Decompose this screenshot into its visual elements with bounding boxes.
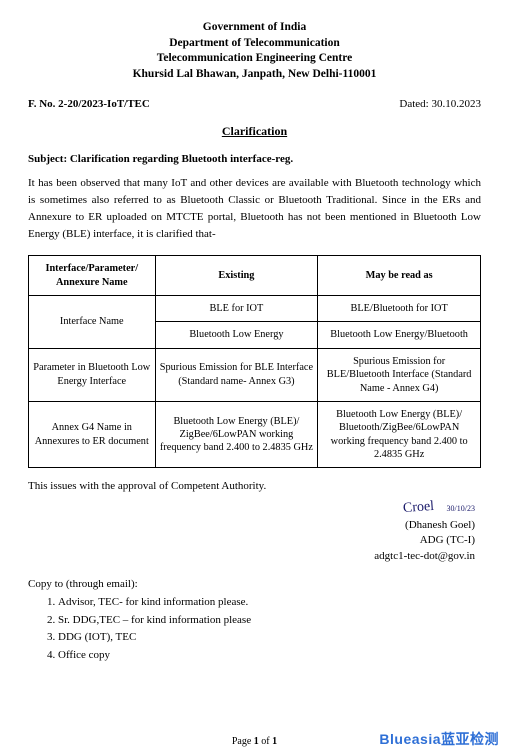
copy-item: Advisor, TEC- for kind information pleas… (58, 594, 481, 612)
signatory-designation: ADG (TC-I) (28, 533, 475, 548)
table-cell: Spurious Emission for BLE Interface (Sta… (155, 348, 318, 401)
subject-text: : Clarification regarding Bluetooth inte… (63, 153, 293, 165)
signatory-name: (Dhanesh Goel) (28, 518, 475, 533)
header-centre: Telecommunication Engineering Centre (28, 51, 481, 67)
file-number: F. No. 2-20/2023-IoT/TEC (28, 98, 150, 110)
body-paragraph: It has been observed that many IoT and o… (28, 175, 481, 243)
table-cell: Interface Name (29, 296, 156, 349)
table-cell: Bluetooth Low Energy (BLE)/ ZigBee/6LowP… (155, 401, 318, 468)
table-cell: BLE for IOT (155, 296, 318, 322)
copy-item: Sr. DDG,TEC – for kind information pleas… (58, 612, 481, 630)
copy-to-label: Copy to (through email): (28, 578, 481, 590)
header-dept: Department of Telecommunication (28, 36, 481, 52)
clarification-heading: Clarification (28, 124, 481, 139)
table-cell: Bluetooth Low Energy/Bluetooth (318, 322, 481, 348)
clarification-table: Interface/Parameter/ Annexure Name Exist… (28, 255, 481, 468)
table-cell: BLE/Bluetooth for IOT (318, 296, 481, 322)
table-cell: Spurious Emission for BLE/Bluetooth Inte… (318, 348, 481, 401)
signature-script: Croel (403, 497, 435, 519)
subject-label: Subject (28, 153, 63, 165)
copy-item: DDG (IOT), TEC (58, 629, 481, 647)
page-footer: Page 1 of 1 (232, 736, 277, 747)
copy-list: Advisor, TEC- for kind information pleas… (58, 594, 481, 664)
dated: Dated: 30.10.2023 (399, 98, 481, 110)
copy-item: Office copy (58, 647, 481, 665)
approval-line: This issues with the approval of Compete… (28, 480, 481, 492)
signatory-email: adgtc1-tec-dot@gov.in (28, 549, 475, 564)
table-cell: Bluetooth Low Energy (155, 322, 318, 348)
header-gov: Government of India (28, 20, 481, 36)
table-header: Existing (155, 256, 318, 296)
watermark: Blueasia蓝亚检测 (379, 729, 499, 749)
header-address: Khursid Lal Bhawan, Janpath, New Delhi-1… (28, 67, 481, 83)
signature-date: 30/10/23 (447, 503, 475, 514)
table-cell: Parameter in Bluetooth Low Energy Interf… (29, 348, 156, 401)
table-header: Interface/Parameter/ Annexure Name (29, 256, 156, 296)
table-header: May be read as (318, 256, 481, 296)
table-cell: Bluetooth Low Energy (BLE)/ Bluetooth/Zi… (318, 401, 481, 468)
table-cell: Annex G4 Name in Annexures to ER documen… (29, 401, 156, 468)
